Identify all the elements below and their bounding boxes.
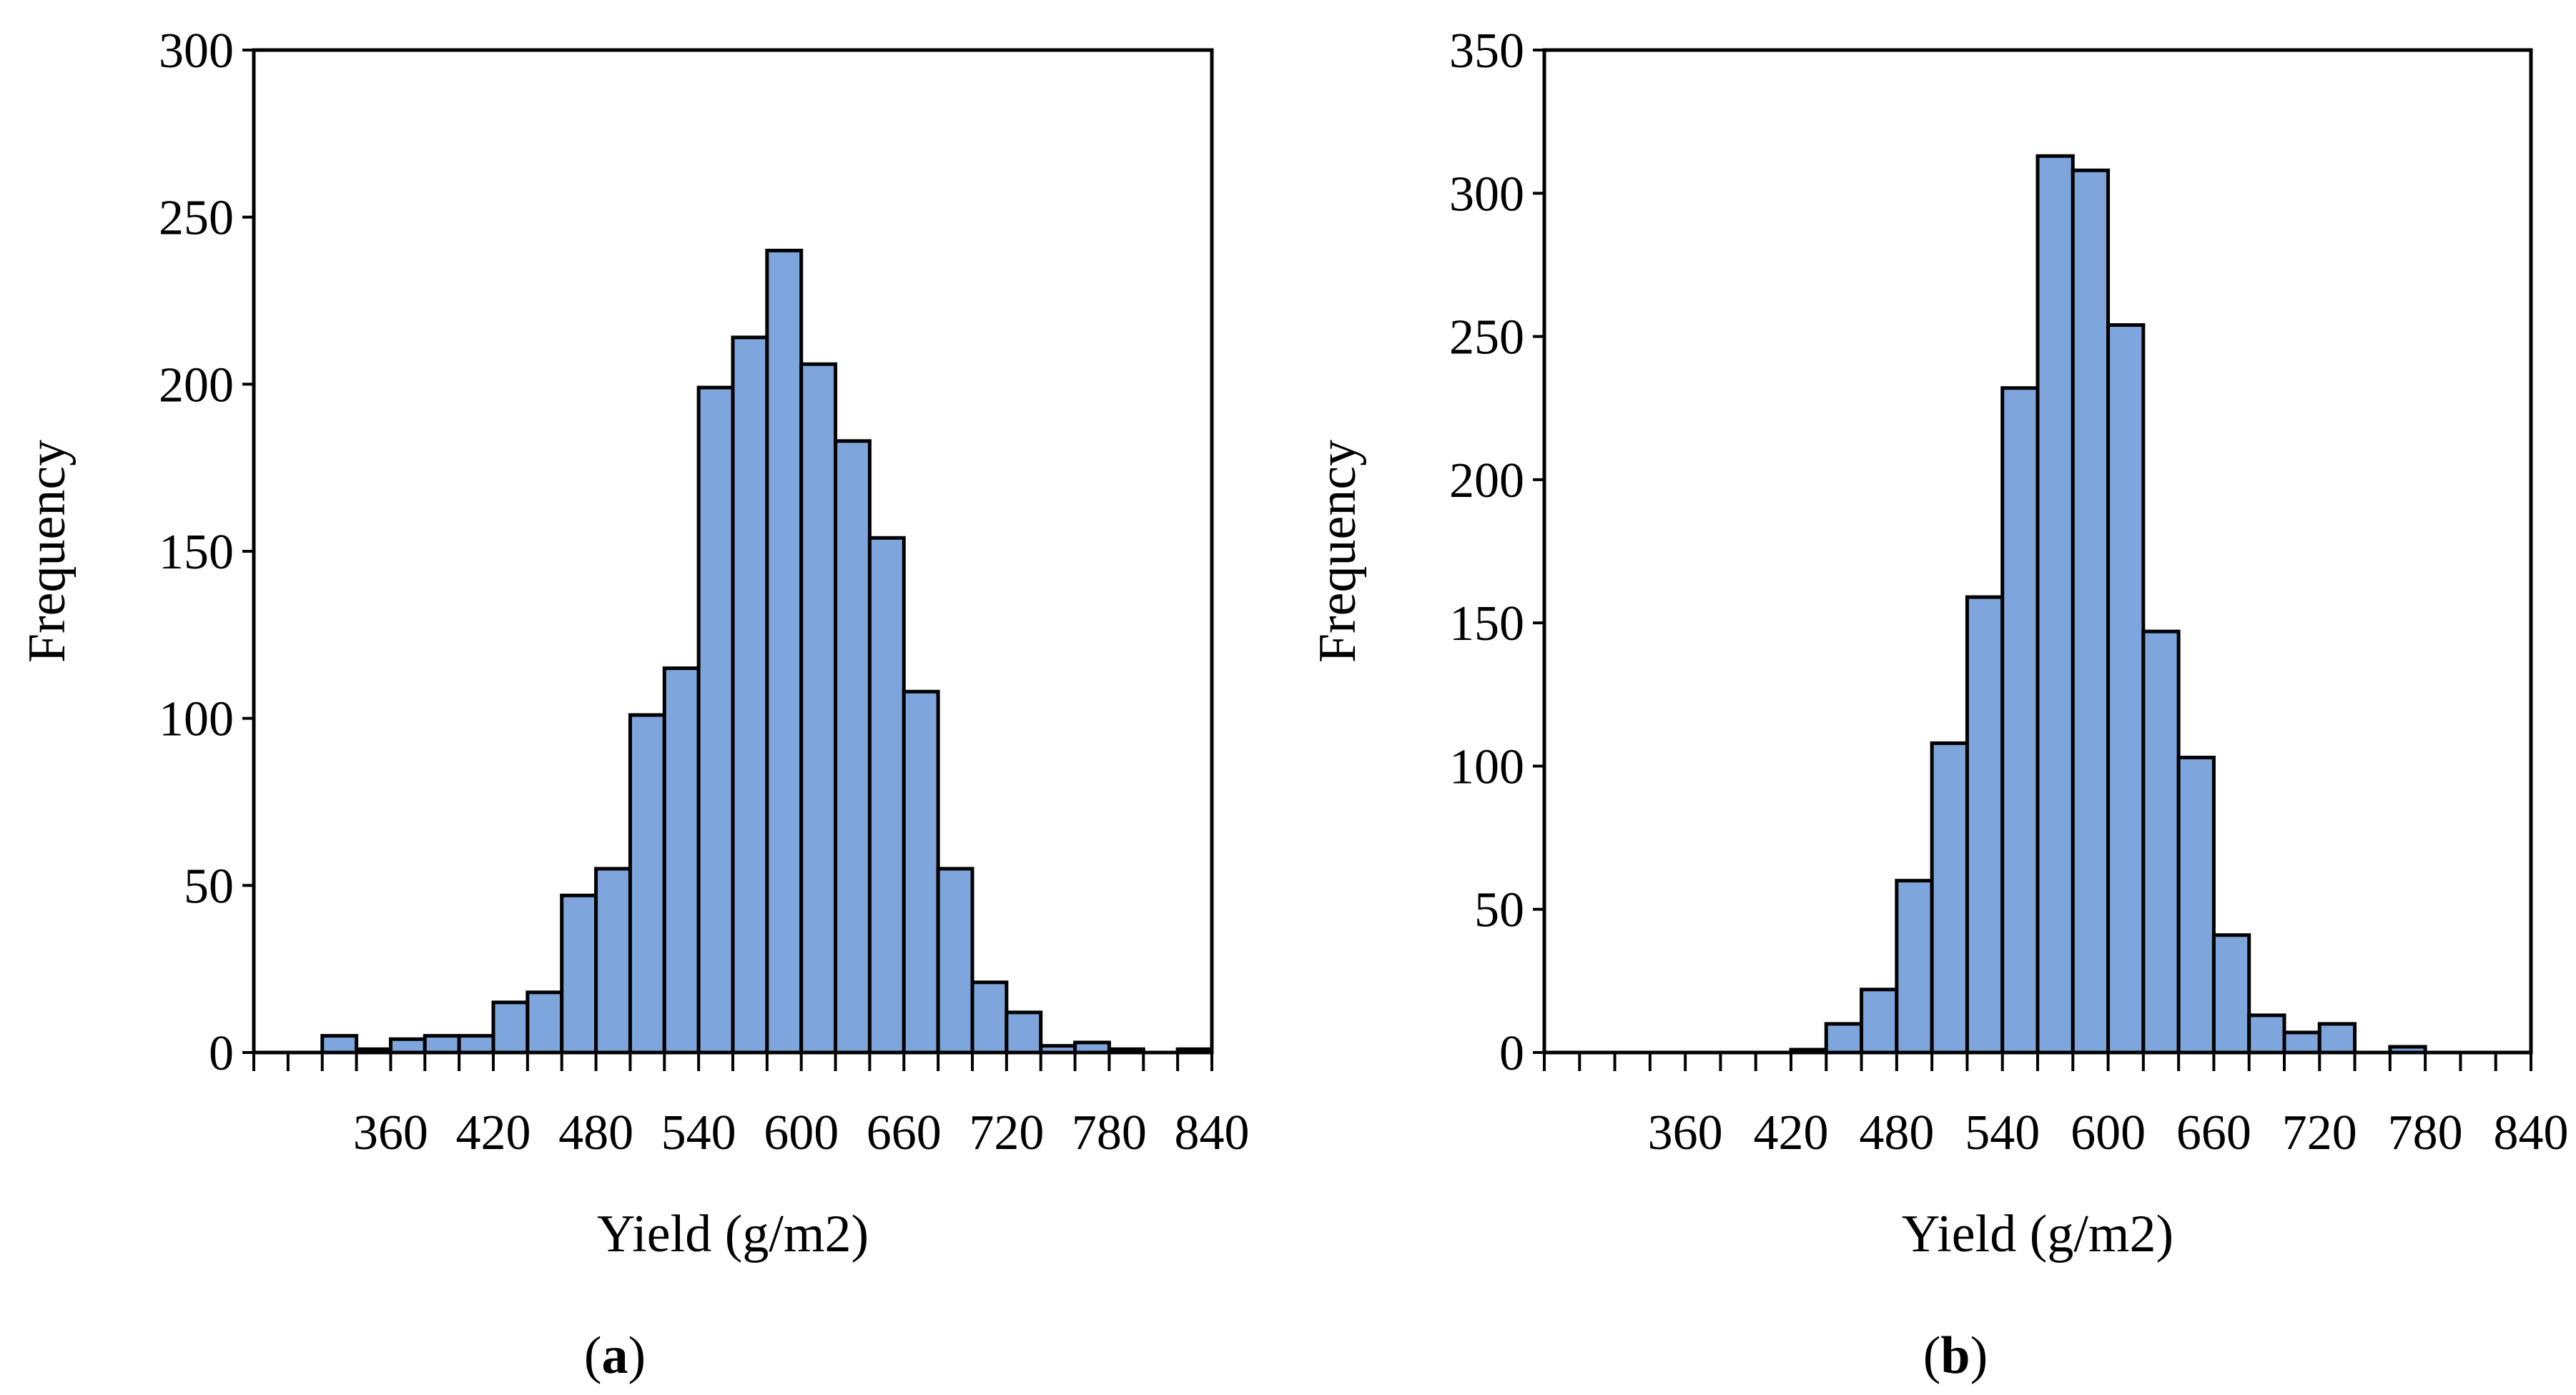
y-axis-title: Frequency — [1308, 440, 1367, 663]
histogram-bar — [1005, 1010, 1043, 1055]
histogram-bar — [731, 335, 769, 1055]
y-tick-label: 150 — [159, 525, 234, 580]
histogram-bar — [799, 362, 838, 1055]
y-tick-label: 350 — [1449, 24, 1524, 79]
histogram-bar — [970, 980, 1009, 1055]
histogram-bar — [525, 990, 564, 1055]
y-tick-label: 200 — [159, 358, 234, 413]
x-tick-label: 360 — [1648, 1105, 1723, 1160]
y-tick-label: 100 — [159, 692, 234, 747]
x-tick-label: 840 — [2494, 1105, 2569, 1160]
y-tick-label: 50 — [1474, 883, 1524, 938]
x-tick-label: 540 — [1965, 1105, 2040, 1160]
histogram-bar — [1824, 1022, 1864, 1055]
histogram-bar — [2247, 1013, 2286, 1055]
y-tick-label: 250 — [1449, 310, 1524, 365]
x-axis-title: Yield (g/m2) — [1902, 1205, 2173, 1263]
x-tick-label: 720 — [2282, 1105, 2357, 1160]
histogram-bar — [2000, 386, 2040, 1055]
x-axis-title: Yield (g/m2) — [597, 1205, 869, 1263]
histogram-bar — [2317, 1022, 2357, 1055]
histogram-bar — [388, 1037, 427, 1055]
x-tick-label: 840 — [1175, 1105, 1250, 1160]
y-tick-label: 200 — [1449, 453, 1524, 508]
x-tick-label: 660 — [2176, 1105, 2251, 1160]
histogram-bar — [696, 385, 735, 1055]
histogram-bar — [1860, 987, 1899, 1055]
histogram-bar — [320, 1034, 359, 1055]
y-tick-label: 300 — [1449, 167, 1524, 222]
histogram-panel-b: 0 50 100 150 200 250 300 350 360 420 480 540 600 660 7… — [1308, 24, 2569, 1385]
histogram-bar — [902, 689, 940, 1055]
y-tick-label: 0 — [1499, 1026, 1524, 1081]
histogram-bar — [2071, 168, 2111, 1055]
x-tick-label: 780 — [2388, 1105, 2463, 1160]
y-tick-label: 100 — [1449, 739, 1524, 794]
y-tick-label: 150 — [1449, 596, 1524, 651]
x-tick-label: 600 — [2071, 1105, 2146, 1160]
histogram-bar — [936, 867, 974, 1055]
histogram-bar — [1930, 741, 1969, 1055]
x-tick-label: 720 — [969, 1105, 1044, 1160]
x-tick-label: 480 — [558, 1105, 633, 1160]
histogram-bar — [628, 713, 666, 1055]
histogram-bar — [2282, 1030, 2321, 1055]
histogram-panel-a: 0 50 100 150 200 250 300 360 420 480 540 600 660 720 7… — [18, 24, 1250, 1385]
histogram-bar — [2141, 629, 2181, 1055]
histogram-bar — [594, 867, 632, 1055]
panel-label: (b) — [1923, 1326, 1988, 1385]
histogram-bar — [1895, 879, 1934, 1055]
x-tick-label: 420 — [456, 1105, 531, 1160]
panel-label: (a) — [584, 1326, 646, 1385]
histogram-bar — [834, 439, 872, 1055]
histogram-bar — [765, 248, 804, 1055]
histogram-bar — [491, 1000, 530, 1055]
x-tick-label: 660 — [867, 1105, 942, 1160]
histogram-bar — [1965, 595, 2005, 1055]
y-tick-label: 300 — [159, 24, 234, 79]
y-tick-label: 250 — [159, 191, 234, 246]
histogram-bar — [457, 1034, 495, 1055]
histogram-bar — [2176, 755, 2216, 1055]
y-axis-title: Frequency — [18, 440, 77, 663]
histogram-bar — [662, 666, 701, 1055]
x-tick-label: 480 — [1859, 1105, 1934, 1160]
histogram-bar — [2106, 323, 2146, 1055]
x-tick-label: 420 — [1754, 1105, 1829, 1160]
histogram-bar — [560, 893, 598, 1055]
histogram-bar — [2035, 154, 2075, 1055]
histogram-bar — [867, 536, 906, 1055]
histogram-bar — [2211, 933, 2251, 1055]
x-tick-label: 360 — [353, 1105, 428, 1160]
y-tick-label: 0 — [209, 1026, 234, 1081]
x-tick-label: 600 — [764, 1105, 839, 1160]
y-tick-label: 50 — [184, 859, 234, 914]
x-tick-label: 540 — [661, 1105, 736, 1160]
x-tick-label: 780 — [1072, 1105, 1147, 1160]
histogram-bar — [423, 1034, 461, 1055]
